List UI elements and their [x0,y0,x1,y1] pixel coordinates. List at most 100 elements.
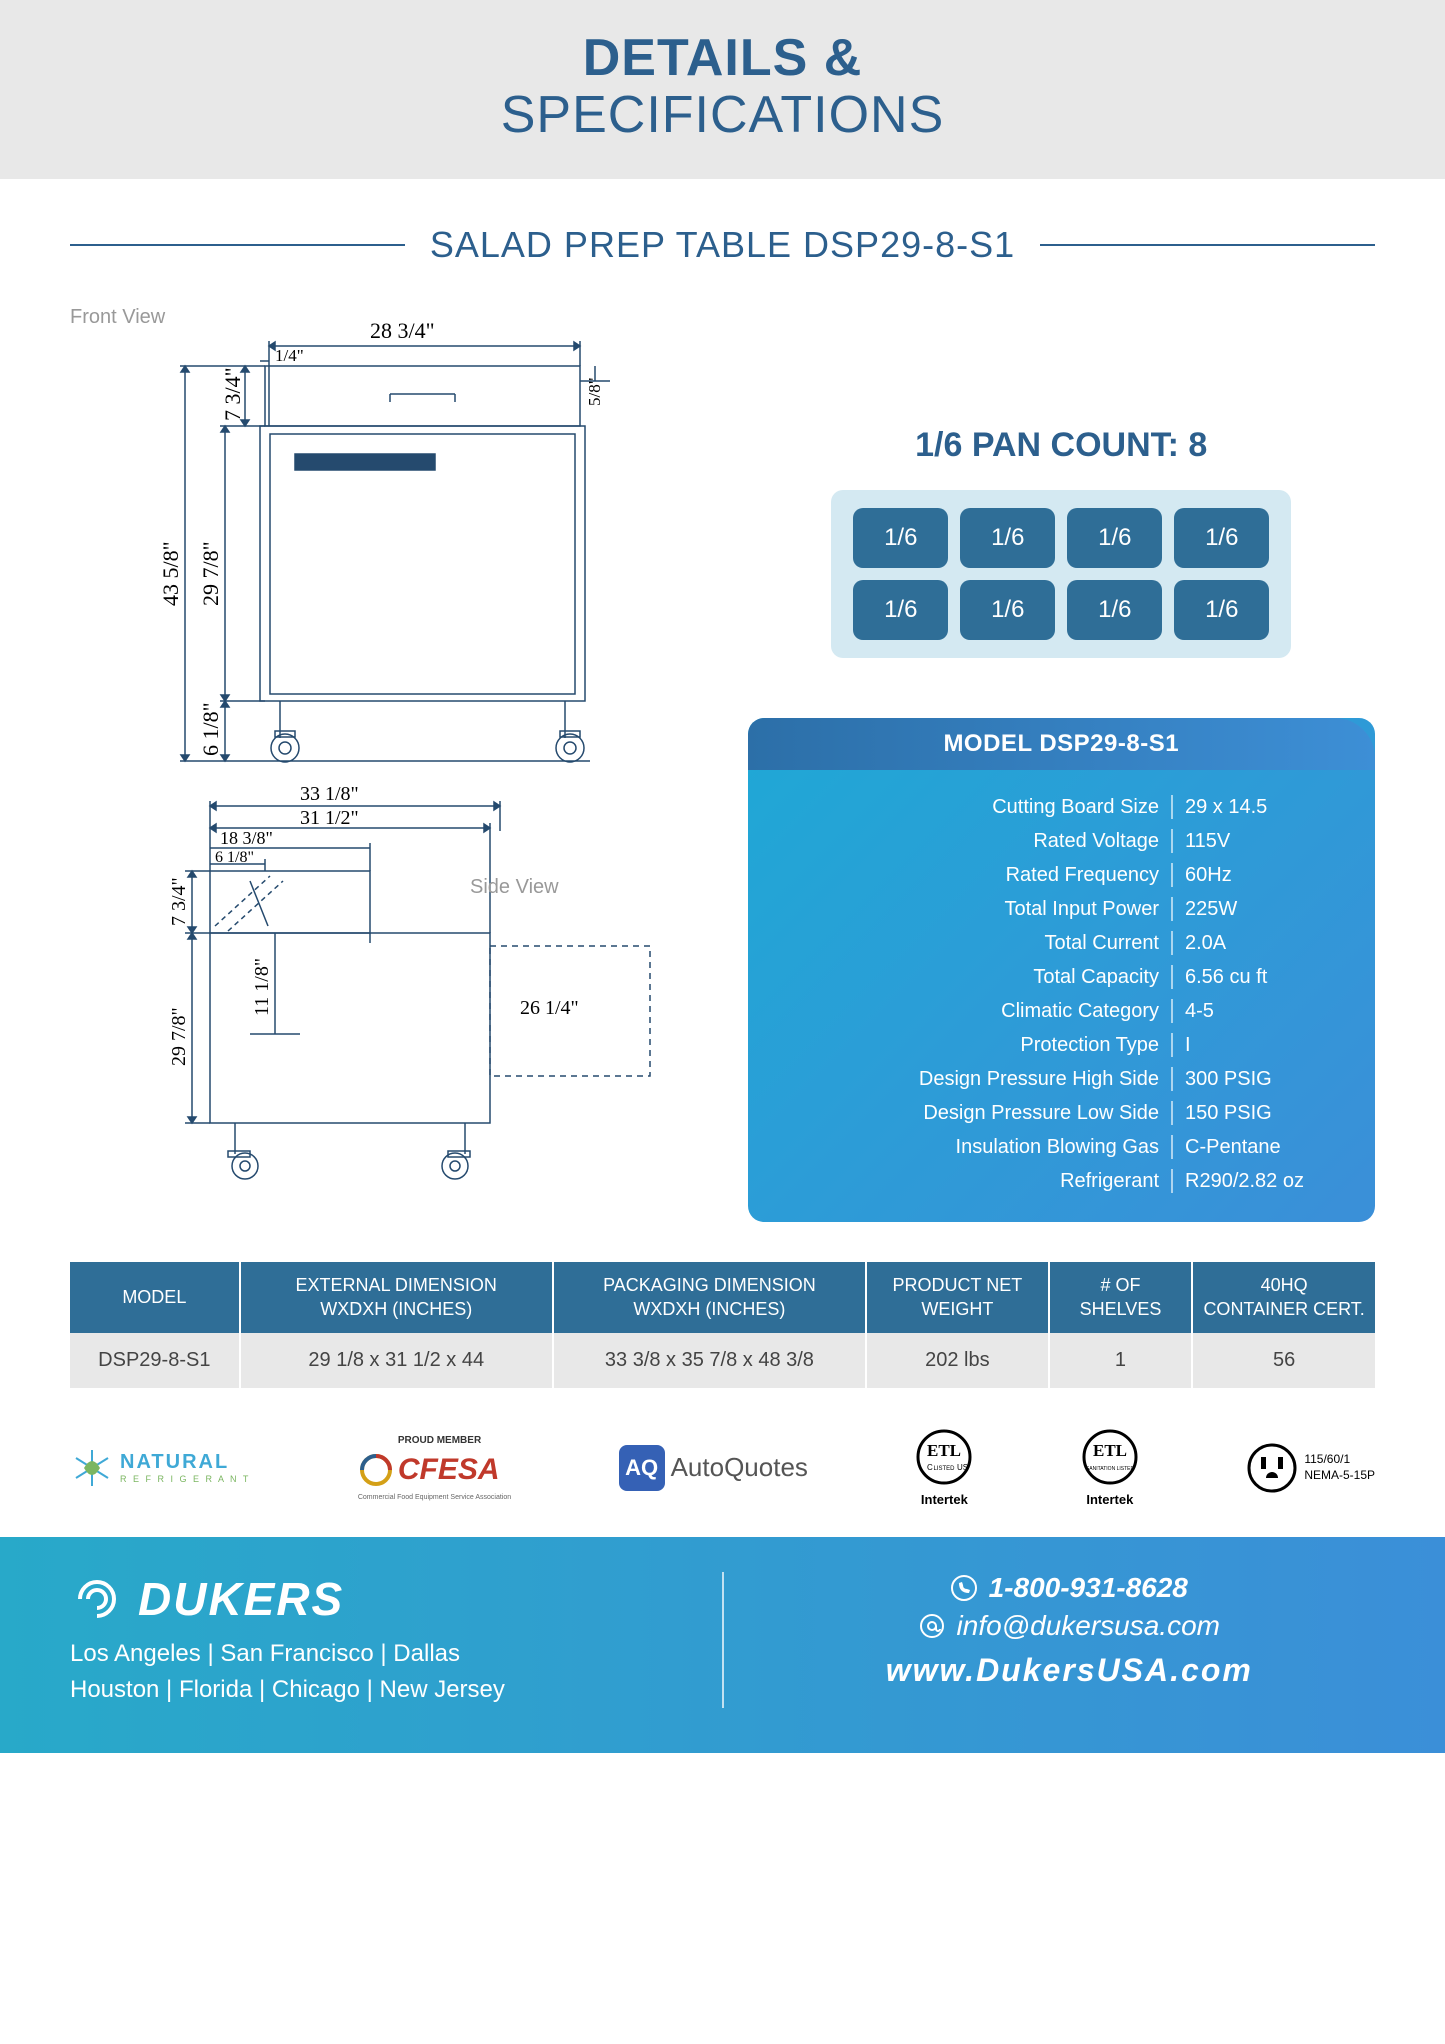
spec-row: RefrigerantR290/2.82 oz [778,1164,1346,1198]
pan-cell: 1/6 [1067,580,1162,640]
dim-side-board: 26 1/4" [520,997,579,1019]
spec-card: MODEL DSP29-8-S1 Cutting Board Size 29 x … [748,718,1376,1222]
pan-cell: 1/6 [960,580,1055,640]
dim-mid-h: 29 7/8" [198,542,223,607]
pan-cell: 1/6 [1067,508,1162,568]
page-title: DETAILS & SPECIFICATIONS [0,30,1445,144]
spec-value: 6.56 cu ft [1185,960,1345,994]
spec-key: Climatic Category [778,994,1172,1028]
table-cell: 29 1/8 x 31 1/2 x 44 [240,1333,553,1388]
pan-count-title: 1/6 PAN COUNT: 8 [748,426,1376,465]
spec-card-title: MODEL DSP29-8-S1 [772,730,1352,758]
svg-text:SANITATION LISTED: SANITATION LISTED [1086,1466,1135,1472]
spec-value: 115V [1185,824,1345,858]
spec-key: Total Capacity [778,960,1172,994]
dim-side-shelf: 18 3/8" [220,828,273,848]
title-line1: DETAILS & [583,29,863,87]
spec-row: Total Capacity 6.56 cu ft [778,960,1346,994]
dim-side-top: 33 1/8" [300,783,359,805]
cfesa-logo: PROUD MEMBER CFESA Commercial Food Equip… [358,1435,511,1501]
spec-row: Design Pressure Low Side150 PSIG [778,1096,1346,1130]
spec-key: Design Pressure Low Side [778,1096,1172,1130]
cfesa-swirl-icon [358,1452,394,1488]
phone-line: 1-800-931-8628 [764,1572,1376,1604]
dim-side-shelf2: 6 1/8" [215,849,254,866]
pan-cell: 1/6 [853,580,948,640]
side-view-label: Side View [470,876,559,899]
brand-name: DUKERS [138,1572,344,1626]
spec-sep [1171,1067,1173,1091]
subtitle-row: SALAD PREP TABLE DSP29-8-S1 [70,224,1375,266]
aq-badge-icon: AQ [619,1445,665,1491]
cfesa-main: CFESA [398,1453,500,1487]
dim-side-uh: 7 3/4" [168,878,190,927]
cfesa-sub: Commercial Food Equipment Service Associ… [358,1494,511,1501]
spec-key: Rated Voltage [778,824,1172,858]
pan-cell: 1/6 [1174,580,1269,640]
main-grid: Front View Side View [70,306,1375,1222]
table-header-row: MODELEXTERNAL DIMENSIONWXDXH (INCHES)PAC… [70,1262,1375,1333]
spec-key: Refrigerant [778,1164,1172,1198]
spec-card-body: Cutting Board Size29 x 14.5Rated Voltage… [748,770,1376,1222]
spec-sep [1171,1101,1173,1125]
etl-listed-logo: ETL CUS LISTED Intertek [915,1428,973,1507]
locations-line2: Houston | Florida | Chicago | New Jersey [70,1672,682,1708]
pan-cell: 1/6 [853,508,948,568]
certifications-row: NATURAL R E F R I G E R A N T PROUD MEMB… [70,1418,1375,1537]
spec-value: 29 x 14.5 [1185,790,1345,824]
table-header: 40HQCONTAINER CERT. [1192,1262,1375,1333]
dim-notch: 1/4" [275,346,304,365]
brand-row: DUKERS [70,1572,682,1626]
table-header: MODEL [70,1262,240,1333]
spec-row: Design Pressure High Side300 PSIG [778,1062,1346,1096]
footer-separator [722,1572,724,1708]
table-cell: 33 3/8 x 35 7/8 x 48 3/8 [553,1333,866,1388]
spec-key: Cutting Board Size [778,790,1172,824]
etl-circle-icon-2: ETL SANITATION LISTED [1081,1428,1139,1486]
spec-sep [1171,1033,1173,1057]
table-cell: 56 [1192,1333,1375,1388]
natural-refrigerant-logo: NATURAL R E F R I G E R A N T [70,1446,250,1490]
svg-text:LISTED: LISTED [934,1466,956,1472]
plug-spec: 115/60/1 NEMA-5-15P [1246,1442,1375,1494]
front-view-diagram: 28 3/4" 1/4" 5/8" 7 3/4" 29 7/8" 43 5/8"… [70,306,670,776]
spec-key: Total Current [778,926,1172,960]
dim-leg-h: 6 1/8" [198,703,223,757]
spec-row: Rated Voltage 115V [778,824,1346,858]
table-cell: 202 lbs [866,1333,1049,1388]
natural-text: NATURAL [120,1451,250,1474]
autoquotes-logo: AQ AutoQuotes [619,1445,808,1491]
footer-right: 1-800-931-8628 info@dukersusa.com www.Du… [764,1572,1376,1708]
spec-sep [1171,965,1173,989]
table-cell: DSP29-8-S1 [70,1333,240,1388]
title-line2: SPECIFICATIONS [501,86,945,144]
dim-right-edge: 5/8" [585,378,604,407]
pan-grid: 1/61/61/61/61/61/61/61/6 [853,508,1269,640]
dimension-table: MODELEXTERNAL DIMENSIONWXDXH (INCHES)PAC… [70,1262,1375,1388]
email-text: info@dukersusa.com [957,1610,1220,1642]
etl-sanitation-logo: ETL SANITATION LISTED Intertek [1081,1428,1139,1507]
spec-key: Total Input Power [778,892,1172,926]
divider-left [70,244,405,246]
right-column: 1/6 PAN COUNT: 8 1/61/61/61/61/61/61/61/… [748,306,1376,1222]
spec-row: Climatic Category4-5 [778,994,1346,1028]
spec-row: Cutting Board Size 29 x 14.5 [778,790,1346,824]
spec-row: Total Input Power225W [778,892,1346,926]
side-view-diagram: 33 1/8" 31 1/2" 18 3/8" 6 1/8" 7 3/4" 29… [70,776,670,1196]
table-row: DSP29-8-S129 1/8 x 31 1/2 x 4433 3/8 x 3… [70,1333,1375,1388]
website-text: www.DukersUSA.com [764,1652,1376,1689]
plug-icon [1246,1442,1298,1494]
svg-text:US: US [957,1463,968,1472]
spec-key: Design Pressure High Side [778,1062,1172,1096]
spec-key: Protection Type [778,1028,1172,1062]
at-icon [919,1613,945,1639]
pan-cell: 1/6 [1174,508,1269,568]
refrigerant-text: R E F R I G E R A N T [120,1474,250,1484]
spec-sep [1171,931,1173,955]
dim-side-ih: 11 1/8" [251,958,273,1016]
spec-sep [1171,863,1173,887]
svg-text:ETL: ETL [1093,1441,1127,1460]
pan-cell: 1/6 [960,508,1055,568]
phone-text: 1-800-931-8628 [989,1572,1188,1604]
etl2-text: Intertek [1086,1492,1133,1507]
